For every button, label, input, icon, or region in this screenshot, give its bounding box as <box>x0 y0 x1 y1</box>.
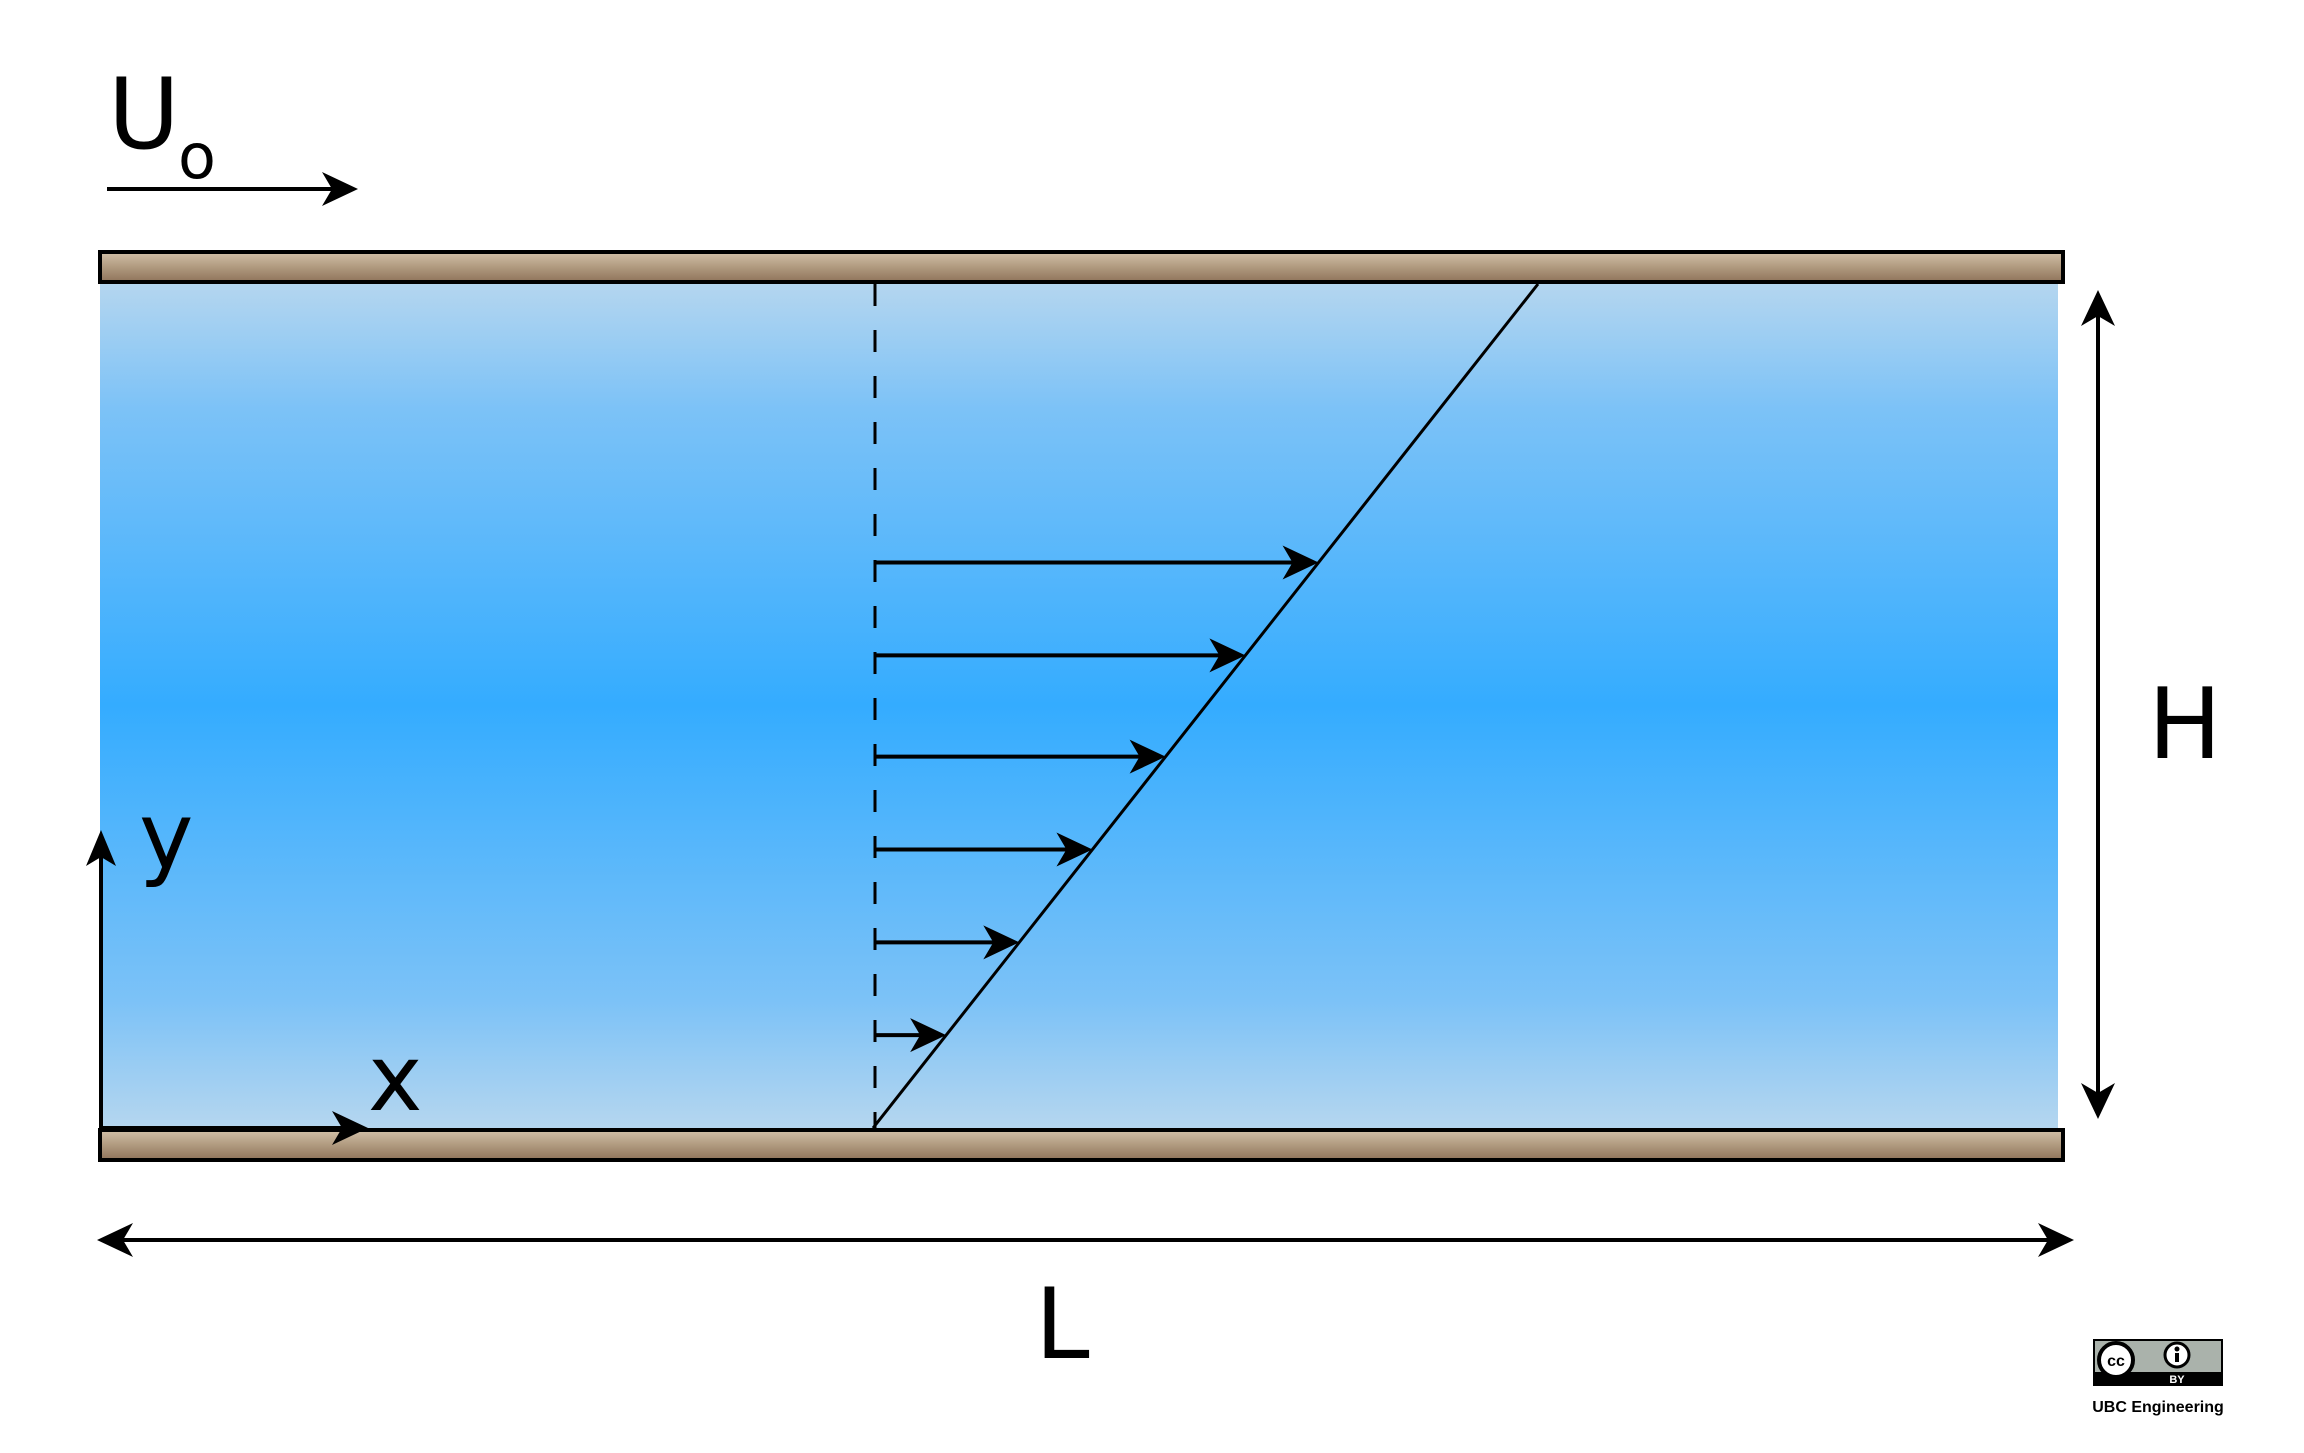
length-label: L <box>1035 1268 1090 1382</box>
velocity-arrow-6 <box>875 1018 947 1053</box>
length-dimension-arrow <box>97 1223 2074 1257</box>
velocity-symbol: U <box>108 58 180 172</box>
velocity-arrow-5 <box>875 925 1020 960</box>
y-axis-arrow <box>86 830 116 1128</box>
velocity-arrows <box>875 545 1319 1053</box>
bottom-plate <box>98 1128 2065 1162</box>
fluid-region <box>100 282 2058 1128</box>
x-axis-arrow <box>101 1111 368 1145</box>
top-plate <box>98 250 2065 284</box>
cc-by-license-badge: cc BY <box>2093 1339 2223 1386</box>
svg-text:cc: cc <box>2107 1353 2125 1370</box>
velocity-subscript: o <box>178 120 216 193</box>
velocity-arrow-3 <box>875 739 1166 774</box>
plate-velocity-arrow <box>107 172 358 206</box>
attribution-person-icon <box>2163 1341 2191 1369</box>
creative-commons-icon: cc <box>2097 1341 2135 1379</box>
velocity-profile-line <box>871 283 1540 1129</box>
license-credit: UBC Engineering <box>2092 1399 2224 1416</box>
license-by-label: BY <box>2169 1374 2185 1386</box>
height-dimension-arrow <box>2081 290 2115 1119</box>
height-label: H <box>2148 668 2222 782</box>
velocity-arrow-2 <box>875 638 1246 673</box>
velocity-arrow-1 <box>875 545 1319 580</box>
x-axis-label: x <box>368 1025 422 1132</box>
y-axis-label: y <box>139 783 193 890</box>
velocity-arrow-4 <box>875 832 1093 867</box>
